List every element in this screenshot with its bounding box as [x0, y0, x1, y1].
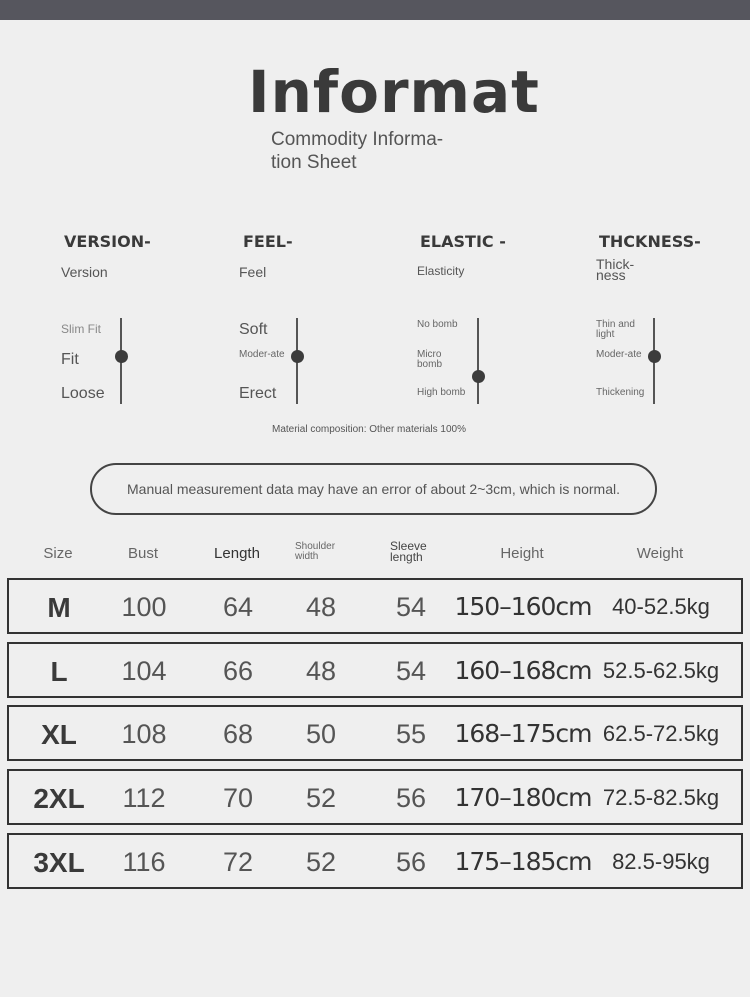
- attribute-label: Feel: [239, 264, 267, 280]
- attribute-heading: THCKNESS-: [599, 232, 701, 251]
- table-cell: 160–168cm: [454, 656, 592, 685]
- table-cell: 52: [305, 783, 337, 813]
- attribute-option: No bomb: [417, 319, 458, 330]
- slider-indicator: [290, 350, 304, 363]
- table-cell: 48: [305, 656, 337, 686]
- table-cell: 66: [222, 656, 254, 686]
- slider-indicator: [471, 370, 485, 383]
- table-cell: 150–160cm: [454, 592, 592, 621]
- page-subtitle: Commodity Informa-tion Sheet: [271, 129, 444, 173]
- attribute-option: Thin and light: [596, 319, 635, 340]
- attribute-heading: ELASTIC -: [420, 232, 506, 251]
- material-composition: Material composition: Other materials 10…: [272, 424, 466, 435]
- attribute-option: Soft: [239, 321, 268, 338]
- table-cell: 104: [121, 656, 167, 686]
- table-cell: 54: [395, 656, 427, 686]
- column-header-size: Size: [43, 545, 73, 562]
- table-cell: 170–180cm: [454, 783, 592, 812]
- table-cell: 82.5-95kg: [612, 849, 710, 874]
- measurement-note: Manual measurement data may have an erro…: [90, 463, 657, 515]
- note-text: Manual measurement data may have an erro…: [127, 481, 620, 497]
- attribute-label: Elasticity: [417, 264, 465, 278]
- table-cell: 68: [222, 719, 254, 749]
- attribute-option: Fit: [61, 351, 79, 368]
- table-row: L 104 66 48 54 160–168cm 52.5-62.5kg: [7, 642, 743, 698]
- table-cell: 54: [395, 592, 427, 622]
- table-cell: M: [47, 592, 71, 623]
- column-header-weight: Weight: [636, 545, 684, 562]
- table-row: XL 108 68 50 55 168–175cm 62.5-72.5kg: [7, 705, 743, 761]
- attribute-option: Thickening: [596, 387, 645, 398]
- table-cell: 72: [222, 847, 254, 877]
- attribute-option: Moder-ate: [596, 349, 642, 360]
- table-cell: 108: [121, 719, 167, 749]
- attribute-option: Micro bomb: [417, 349, 443, 370]
- attribute-label: Version: [61, 264, 108, 280]
- table-cell: XL: [41, 719, 77, 750]
- table-cell: 40-52.5kg: [612, 594, 710, 619]
- table-cell: 64: [222, 592, 254, 622]
- attribute-option: Moder-ate: [239, 349, 285, 360]
- column-header-bust: Bust: [127, 545, 159, 562]
- top-bar: [0, 0, 750, 20]
- table-cell: 100: [121, 592, 167, 622]
- table-cell: 70: [222, 783, 254, 813]
- table-row: 2XL 112 70 52 56 170–180cm 72.5-82.5kg: [7, 769, 743, 825]
- attribute-heading: FEEL-: [243, 232, 293, 251]
- attribute-option: Erect: [239, 385, 277, 402]
- column-header-length: Length: [214, 545, 260, 562]
- column-header-shoulder-width: Shoulder width: [295, 541, 336, 562]
- table-row: M 100 64 48 54 150–160cm 40-52.5kg: [7, 578, 743, 634]
- slider-indicator: [114, 350, 128, 363]
- column-header-sleeve-length: Sleeve length: [390, 539, 427, 564]
- table-cell: 112: [122, 783, 166, 813]
- table-cell: 168–175cm: [454, 719, 592, 748]
- attribute-option: Slim Fit: [61, 322, 101, 336]
- table-cell: 52.5-62.5kg: [602, 658, 720, 683]
- table-cell: 52: [305, 847, 337, 877]
- table-cell: 62.5-72.5kg: [602, 721, 720, 746]
- slider-track: [477, 318, 479, 404]
- table-cell: 50: [305, 719, 337, 749]
- attribute-heading: VERSION-: [64, 232, 151, 251]
- attribute-option: Loose: [61, 385, 105, 402]
- table-cell: 2XL: [33, 783, 85, 814]
- table-cell: 72.5-82.5kg: [602, 785, 720, 810]
- table-cell: 3XL: [33, 847, 85, 878]
- page-title: Informat: [248, 58, 540, 126]
- slider-indicator: [647, 350, 661, 363]
- column-header-height: Height: [500, 545, 544, 562]
- table-cell: L: [50, 656, 68, 687]
- table-cell: 56: [395, 783, 427, 813]
- table-cell: 48: [305, 592, 337, 622]
- table-cell: 55: [395, 719, 427, 749]
- table-row: 3XL 116 72 52 56 175–185cm 82.5-95kg: [7, 833, 743, 889]
- table-cell: 175–185cm: [454, 847, 592, 876]
- attribute-label: Thick-ness: [596, 256, 635, 283]
- table-cell: 116: [122, 847, 166, 877]
- attribute-option: High bomb: [417, 387, 466, 398]
- table-cell: 56: [395, 847, 427, 877]
